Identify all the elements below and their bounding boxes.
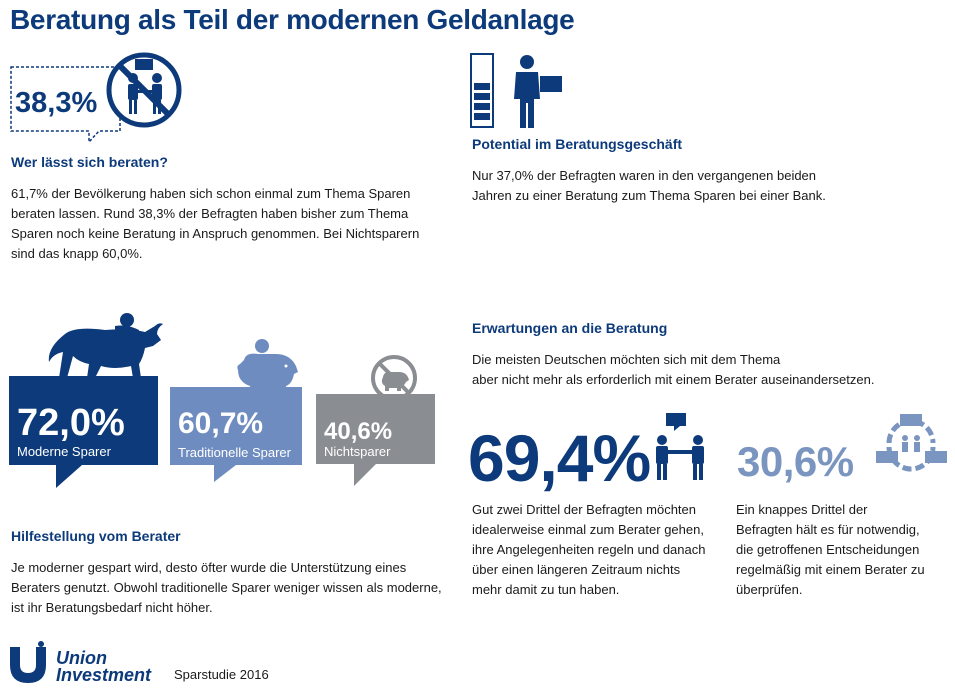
text-line: Je moderner gespart wird, desto öfter wu… [11,560,407,575]
page-title: Beratung als Teil der modernen Geldanlag… [10,4,575,35]
text-line: sind das knapp 60,0%. [11,246,143,261]
text-once-consultation: Gut zwei Drittel der Befragten möchten i… [472,500,705,600]
text-line: regelmäßig mit einem Berater zu [736,562,925,577]
logo-line: Investment [56,665,152,685]
heading-hilfestellung: Hilfestellung vom Berater [11,528,181,544]
stat-label: Nichtsparer [324,444,391,459]
advisor-with-bar-icon [470,53,562,128]
logo-line: Union [56,648,107,668]
handshake-icon [656,413,704,480]
stat-box-nonsaver: 40,6% Nichtsparer [316,394,435,464]
text-potential: Nur 37,0% der Befragten waren in den ver… [472,166,826,206]
stat-label: Moderne Sparer [17,444,111,459]
union-investment-logo-icon [10,641,46,683]
text-wer-laesst-sich-beraten: 61,7% der Bevölkerung haben sich schon e… [11,184,419,264]
heading-erwartungen: Erwartungen an die Beratung [472,320,668,336]
text-line: über einen längeren Zeitraum nichts [472,562,681,577]
text-line: die getroffenen Entscheidungen [736,542,920,557]
no-piggy-bank-icon [371,355,417,401]
stat-box-modern: 72,0% Moderne Sparer [9,376,158,465]
stat-once-consultation: 69,4% [468,421,651,495]
text-line: Nur 37,0% der Befragten waren in den ver… [472,168,817,183]
stat-regular-consultation: 30,6% [737,438,854,485]
text-line: Jahren zu einer Beratung zum Thema Spare… [472,188,826,203]
stat-box-bg-traditional [170,387,302,482]
bull-icon [48,313,163,378]
text-regular-consultation: Ein knappes Drittel der Befragten hält e… [736,500,925,600]
stat-box-traditional: 60,7% Traditionelle Sparer [170,387,302,465]
text-line: Die meisten Deutschen möchten sich mit d… [472,352,781,367]
text-line: Gut zwei Drittel der Befragten möchten [472,502,696,517]
footer-note: Sparstudie 2016 [174,667,269,682]
text-line: Sparen noch keine Beratung in Anspruch g… [11,226,420,241]
text-line: Befragten hält es für notwendig, [736,522,920,537]
stat-box-bg-modern [9,376,158,488]
text-hilfestellung: Je moderner gespart wird, desto öfter wu… [11,558,442,618]
stat-not-consulted: 38,3% [9,65,122,135]
stat-box-bg-nonsaver [316,394,435,486]
text-line: 61,7% der Bevölkerung haben sich schon e… [11,186,411,201]
stat-label: Traditionelle Sparer [178,445,291,460]
text-line: ist ihr Beratungsbedarf nicht höher. [11,600,213,615]
piggy-bank-icon [237,339,298,395]
text-line: idealerweise einmal zum Berater gehen, [472,522,704,537]
text-line: Ein knappes Drittel der [736,502,868,517]
text-line: Beraters genutzt. Obwohl traditionelle S… [11,580,442,595]
speech-bubble-outline [10,66,121,144]
stat-value: 72,0% [17,402,125,444]
text-erwartungen: Die meisten Deutschen möchten sich mit d… [472,350,874,390]
union-investment-logo: Union Investment [56,648,152,685]
text-line: überprüfen. [736,582,803,597]
text-line: ihre Angelegenheiten regeln und danach [472,542,706,557]
heading-potential: Potential im Beratungsgeschäft [472,136,683,152]
heading-wer-laesst-sich-beraten: Wer lässt sich beraten? [11,154,168,170]
text-line: beraten lassen. Rund 38,3% der Befragten… [11,206,409,221]
recurring-meeting-icon [876,414,947,472]
stat-value: 40,6% [324,418,393,445]
stat-value: 38,3% [15,87,98,119]
stat-value: 60,7% [178,407,264,440]
no-consultation-icon [106,52,182,128]
text-line: aber nicht mehr als erforderlich mit ein… [472,372,875,387]
text-line: mehr damit zu tun haben. [472,582,620,597]
